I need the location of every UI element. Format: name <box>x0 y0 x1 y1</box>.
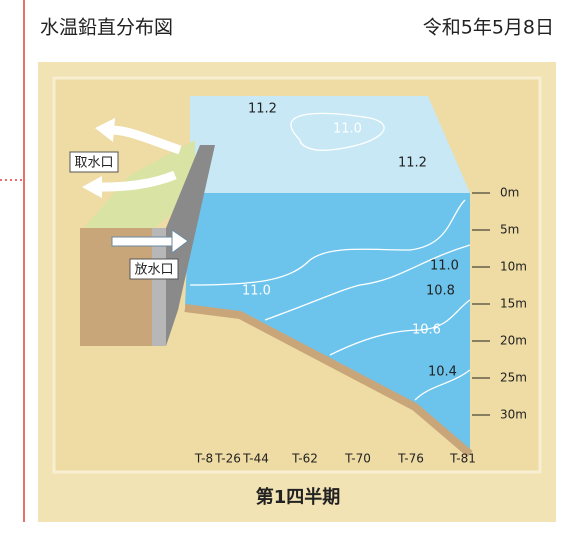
depth-label: 0m <box>500 186 519 200</box>
depth-label: 15m <box>500 297 527 311</box>
isotherm <box>290 112 385 151</box>
isotherm-label: 10.6 <box>412 323 441 338</box>
riverbed <box>184 304 473 458</box>
isotherm-label: 11.0 <box>333 122 362 137</box>
outlet-label: 放水口 <box>134 263 173 278</box>
title: 水温鉛直分布図 <box>40 17 173 39</box>
isotherm-label: 11.2 <box>398 156 427 171</box>
station-label: T-26 <box>214 452 241 466</box>
station-label: T-8 <box>194 452 213 466</box>
depth-label: 20m <box>500 334 527 348</box>
intake-arrow <box>109 125 182 155</box>
caption: 第1四半期 <box>256 486 341 508</box>
isotherm-label: 11.0 <box>242 284 271 299</box>
water-body <box>185 193 470 452</box>
isotherm-label: 10.4 <box>428 365 457 380</box>
stations: T-8 T-26 T-44 T-62 T-70 T-76 T-81 <box>194 452 476 466</box>
isotherm-label: 11.2 <box>248 102 277 117</box>
isotherm-label: 11.0 <box>430 259 459 274</box>
outlet-arrow <box>111 236 173 247</box>
isotherm <box>189 199 466 286</box>
arrows <box>82 118 189 254</box>
station-label: T-70 <box>344 452 371 466</box>
depth-scale: 0m 5m 10m 15m 20m 25m 30m <box>472 186 527 422</box>
isotherm-label: 10.8 <box>426 284 455 299</box>
land-front <box>80 228 154 346</box>
intake-label: 取水口 <box>74 156 113 171</box>
station-label: T-44 <box>242 452 269 466</box>
depth-label: 5m <box>500 223 519 237</box>
intake-arrow <box>99 170 177 192</box>
depth-label: 25m <box>500 371 527 385</box>
depth-label: 10m <box>500 260 527 274</box>
station-label: T-76 <box>397 452 424 466</box>
label-box <box>129 258 179 280</box>
depth-label: 30m <box>500 408 527 422</box>
water-surface <box>190 96 470 193</box>
station-label: T-81 <box>449 452 476 466</box>
isotherm <box>264 244 471 321</box>
dam-wall-side <box>166 145 215 346</box>
arrowhead <box>95 118 115 142</box>
isotherm <box>414 369 471 401</box>
arrowhead <box>171 229 189 254</box>
dam-wall <box>152 228 166 346</box>
arrowhead <box>82 176 102 198</box>
station-label: T-62 <box>291 452 318 466</box>
date: 令和5年5月8日 <box>423 17 554 39</box>
label-box <box>69 151 119 173</box>
isotherm-labels: 11.2 11.0 11.2 11.0 11.0 10.8 10.6 10.4 <box>242 102 459 380</box>
isotherm <box>329 299 471 356</box>
